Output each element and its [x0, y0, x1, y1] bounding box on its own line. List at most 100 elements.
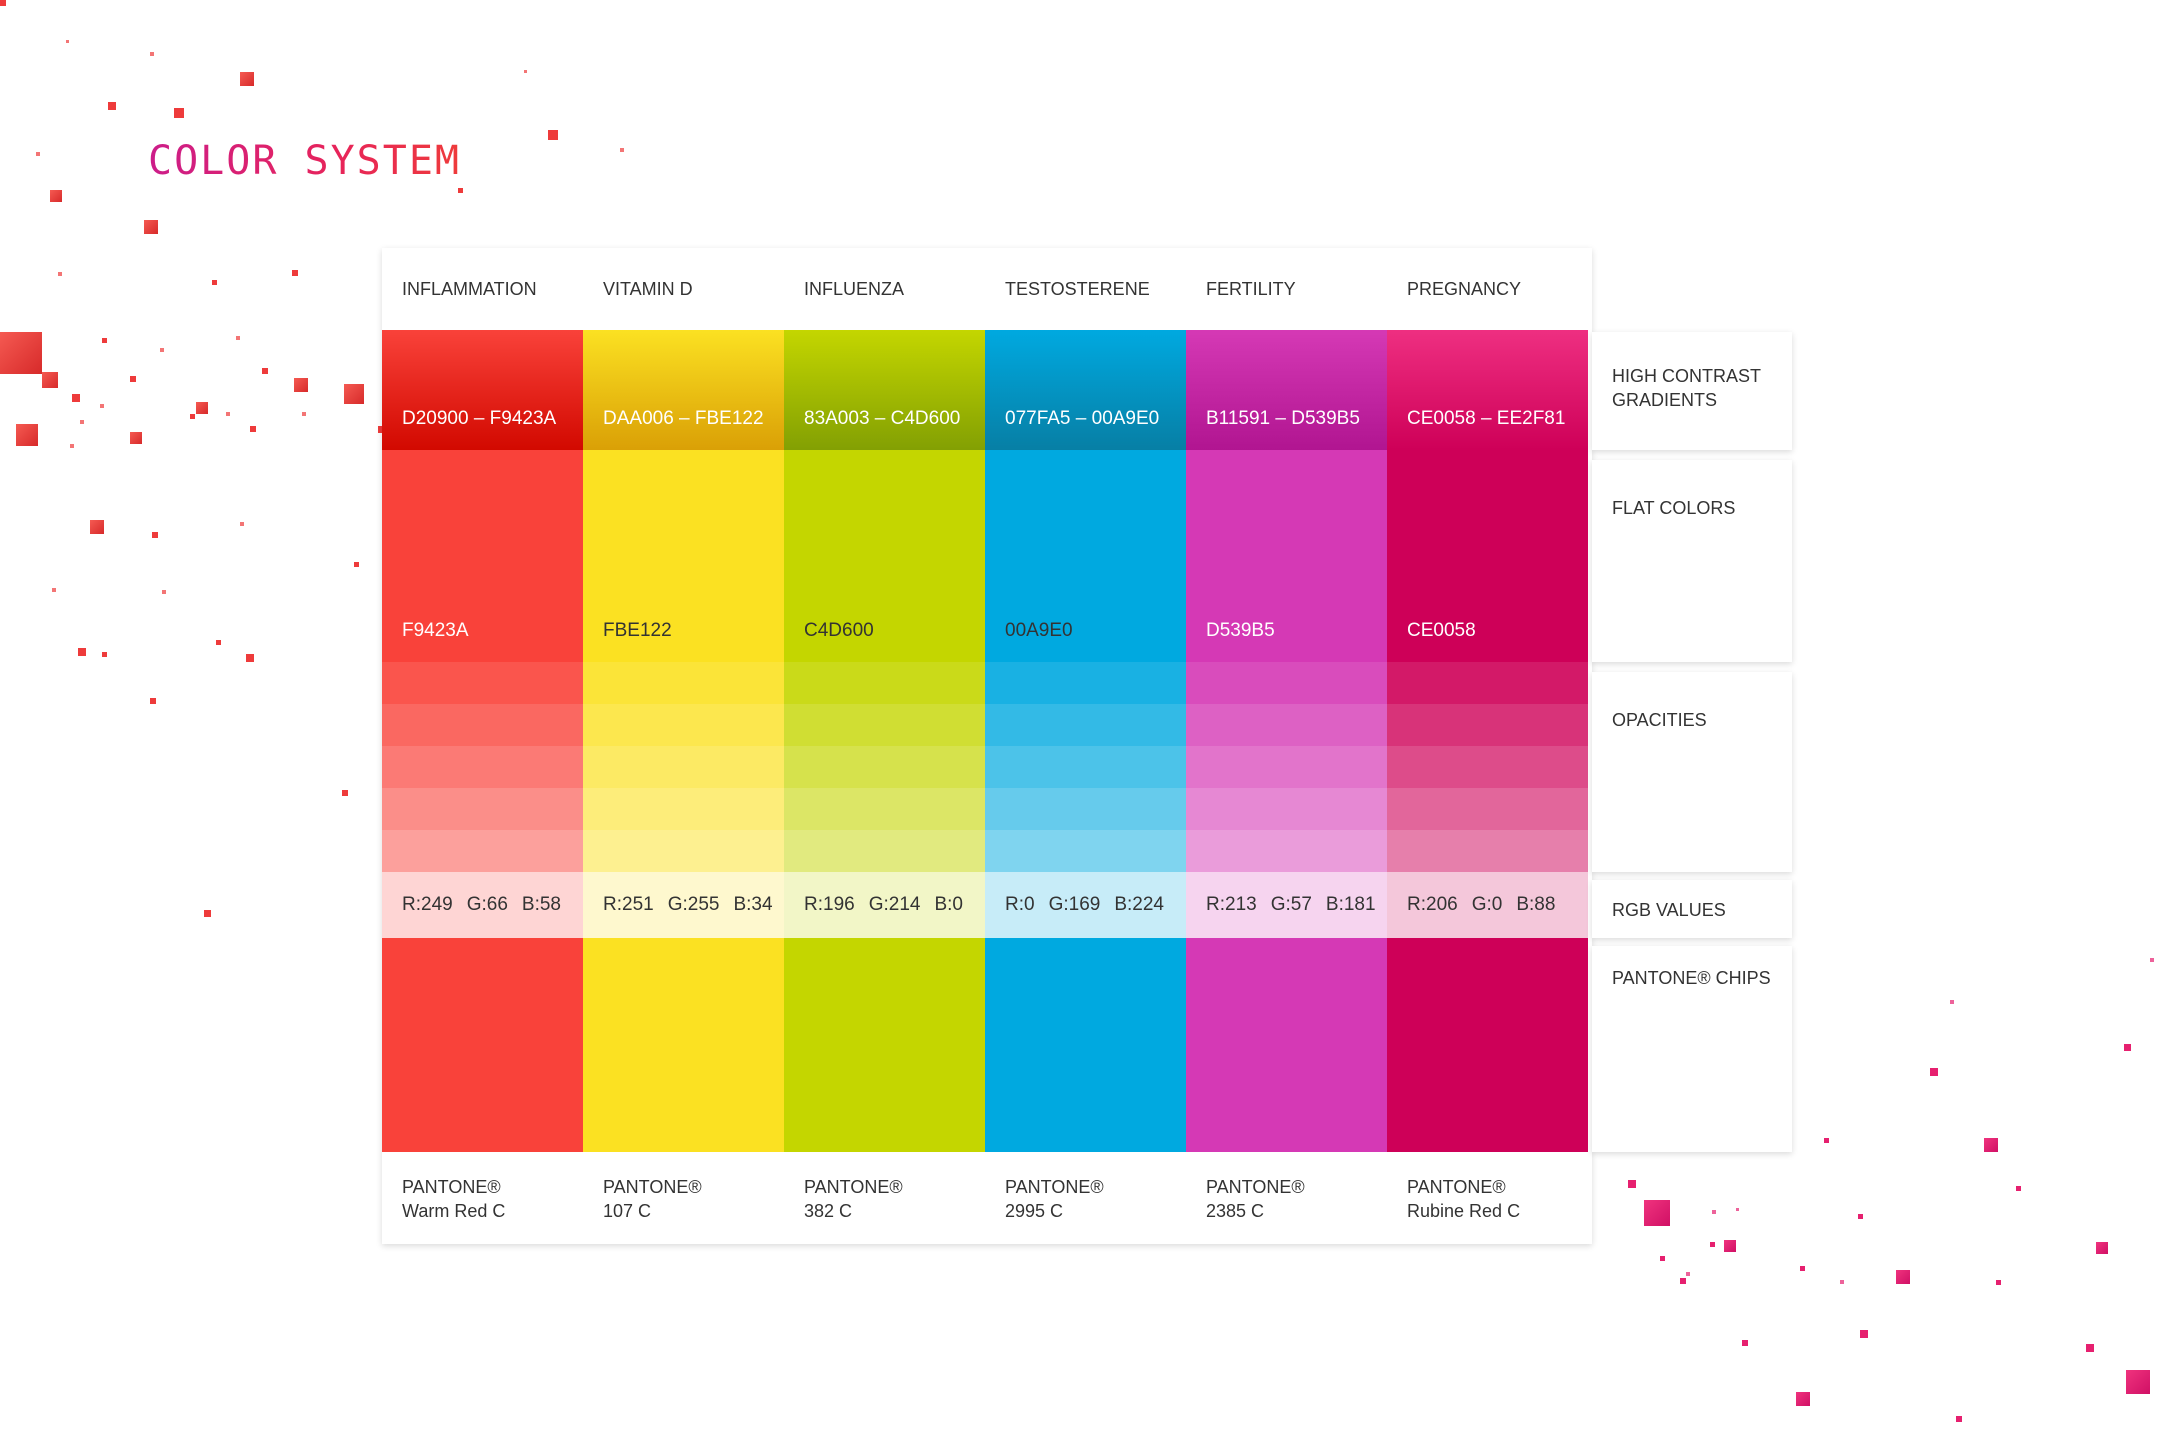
- opacity-swatch-inflammation: [382, 746, 583, 788]
- flat-swatch-inflammation: F9423A: [382, 450, 583, 662]
- opacity-swatch-vitamin-d: [583, 746, 784, 788]
- rgb-b-value: B:181: [1325, 894, 1376, 915]
- flat-hex-label: C4D600: [804, 620, 874, 641]
- row-label-card-opacities: [1592, 672, 1792, 872]
- opacity-swatch-influenza: [784, 662, 985, 704]
- column-header-vitamin-d: VITAMIN D: [583, 248, 783, 330]
- opacity-swatch-inflammation: [382, 830, 583, 872]
- rgb-values-fertility: R:213 G:57 B:181: [1186, 872, 1387, 938]
- column-header-influenza: INFLUENZA: [784, 248, 984, 330]
- pantone-name-pregnancy: PANTONE® Rubine Red C: [1387, 1152, 1587, 1244]
- gradient-hex-label: DAA006 – FBE122: [603, 408, 764, 429]
- opacity-swatch-vitamin-d: [583, 788, 784, 830]
- column-header-testosterene: TESTOSTERENE: [985, 248, 1185, 330]
- pantone-brand: PANTONE®: [1206, 1177, 1305, 1197]
- rgb-g-value: G:255: [667, 894, 720, 915]
- pantone-brand: PANTONE®: [1005, 1177, 1104, 1197]
- opacity-swatch-pregnancy: [1387, 830, 1588, 872]
- pantone-code: 107 C: [603, 1201, 652, 1221]
- row-label-gradients: HIGH CONTRAST GRADIENTS: [1592, 364, 1792, 412]
- pantone-chip-fertility: [1186, 938, 1387, 1152]
- gradient-hex-label: 83A003 – C4D600: [804, 408, 961, 429]
- column-header-pregnancy: PREGNANCY: [1387, 248, 1587, 330]
- flat-hex-label: D539B5: [1206, 620, 1275, 641]
- opacity-swatch-testosterene: [985, 746, 1186, 788]
- rgb-r-value: R:251: [603, 894, 654, 915]
- opacity-swatch-vitamin-d: [583, 662, 784, 704]
- rgb-b-value: B:88: [1516, 894, 1556, 915]
- flat-swatch-vitamin-d: FBE122: [583, 450, 784, 662]
- gradient-swatch-fertility: B11591 – D539B5: [1186, 330, 1387, 450]
- opacity-swatch-pregnancy: [1387, 662, 1588, 704]
- gradient-hex-label: CE0058 – EE2F81: [1407, 408, 1566, 429]
- flat-hex-label: FBE122: [603, 620, 672, 641]
- rgb-values-vitamin-d: R:251 G:255 B:34: [583, 872, 784, 938]
- pantone-code: Rubine Red C: [1407, 1201, 1521, 1221]
- pantone-name-vitamin-d: PANTONE® 107 C: [583, 1152, 783, 1244]
- opacity-swatch-testosterene: [985, 704, 1186, 746]
- gradient-swatch-testosterene: 077FA5 – 00A9E0: [985, 330, 1186, 450]
- gradient-swatch-influenza: 83A003 – C4D600: [784, 330, 985, 450]
- rgb-g-value: G:66: [466, 894, 508, 915]
- pantone-name-influenza: PANTONE® 382 C: [784, 1152, 984, 1244]
- pantone-chip-influenza: [784, 938, 985, 1152]
- rgb-values-inflammation: R:249 G:66 B:58: [382, 872, 583, 938]
- pantone-brand: PANTONE®: [1407, 1177, 1506, 1197]
- flat-hex-label: F9423A: [402, 620, 469, 641]
- rgb-r-value: R:0: [1005, 894, 1035, 915]
- rgb-r-value: R:213: [1206, 894, 1257, 915]
- row-label-pantone-chips: PANTONE® CHIPS: [1592, 966, 1792, 990]
- flat-swatch-testosterene: 00A9E0: [985, 450, 1186, 662]
- opacity-swatch-fertility: [1186, 704, 1387, 746]
- pantone-code: 382 C: [804, 1201, 853, 1221]
- opacity-swatch-inflammation: [382, 704, 583, 746]
- row-label-rgb-values: RGB VALUES: [1592, 898, 1792, 922]
- gradient-hex-label: 077FA5 – 00A9E0: [1005, 408, 1160, 429]
- flat-hex-label: CE0058: [1407, 620, 1476, 641]
- opacity-swatch-inflammation: [382, 662, 583, 704]
- pantone-code: Warm Red C: [402, 1201, 506, 1221]
- opacity-swatch-vitamin-d: [583, 830, 784, 872]
- rgb-r-value: R:206: [1407, 894, 1458, 915]
- opacity-swatch-influenza: [784, 704, 985, 746]
- rgb-g-value: G:0: [1471, 894, 1503, 915]
- opacity-swatch-influenza: [784, 788, 985, 830]
- opacity-swatch-testosterene: [985, 830, 1186, 872]
- gradient-swatch-inflammation: D20900 – F9423A: [382, 330, 583, 450]
- pantone-chip-pregnancy: [1387, 938, 1588, 1152]
- rgb-b-value: B:0: [934, 894, 963, 915]
- page-title: COLOR SYSTEM: [148, 138, 461, 184]
- gradient-hex-label: D20900 – F9423A: [402, 408, 557, 429]
- flat-swatch-fertility: D539B5: [1186, 450, 1387, 662]
- opacity-swatch-fertility: [1186, 830, 1387, 872]
- opacity-swatch-pregnancy: [1387, 788, 1588, 830]
- gradient-hex-label: B11591 – D539B5: [1206, 408, 1360, 429]
- pantone-chip-testosterene: [985, 938, 1186, 1152]
- gradient-swatch-pregnancy: CE0058 – EE2F81: [1387, 330, 1588, 450]
- column-header-inflammation: INFLAMMATION: [382, 248, 582, 330]
- pantone-chip-inflammation: [382, 938, 583, 1152]
- opacity-swatch-testosterene: [985, 662, 1186, 704]
- rgb-values-influenza: R:196 G:214 B:0: [784, 872, 985, 938]
- pantone-name-testosterene: PANTONE® 2995 C: [985, 1152, 1185, 1244]
- opacity-swatch-inflammation: [382, 788, 583, 830]
- pantone-code: 2995 C: [1005, 1201, 1064, 1221]
- rgb-values-testosterene: R:0 G:169 B:224: [985, 872, 1186, 938]
- opacity-swatch-fertility: [1186, 746, 1387, 788]
- rgb-values-pregnancy: R:206 G:0 B:88: [1387, 872, 1588, 938]
- rgb-r-value: R:249: [402, 894, 453, 915]
- rgb-r-value: R:196: [804, 894, 855, 915]
- gradient-swatch-vitamin-d: DAA006 – FBE122: [583, 330, 784, 450]
- opacity-swatch-vitamin-d: [583, 704, 784, 746]
- row-label-flat-colors: FLAT COLORS: [1592, 496, 1792, 520]
- pantone-brand: PANTONE®: [603, 1177, 702, 1197]
- rgb-b-value: B:34: [733, 894, 773, 915]
- pantone-name-fertility: PANTONE® 2385 C: [1186, 1152, 1386, 1244]
- rgb-g-value: G:57: [1270, 894, 1312, 915]
- opacity-swatch-fertility: [1186, 788, 1387, 830]
- pantone-code: 2385 C: [1206, 1201, 1265, 1221]
- flat-swatch-influenza: C4D600: [784, 450, 985, 662]
- rgb-g-value: G:214: [868, 894, 921, 915]
- column-header-fertility: FERTILITY: [1186, 248, 1386, 330]
- flat-swatch-pregnancy: CE0058: [1387, 450, 1588, 662]
